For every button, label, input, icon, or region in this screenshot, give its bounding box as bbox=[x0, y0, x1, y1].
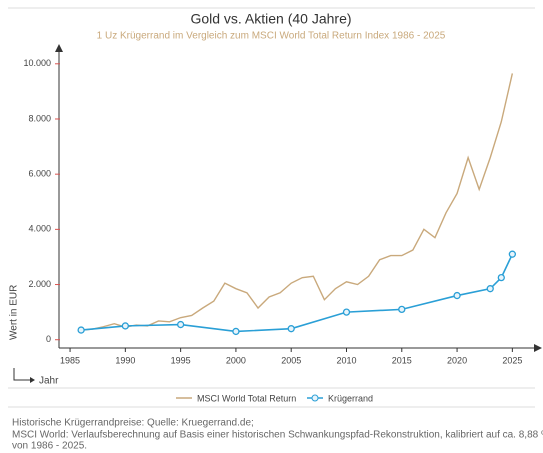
x-tick-label: 2010 bbox=[336, 355, 356, 365]
legend-label: Krügerrand bbox=[328, 393, 373, 403]
x-tick-label: 2015 bbox=[392, 355, 412, 365]
x-tick-label: 2020 bbox=[447, 355, 467, 365]
point bbox=[121, 322, 129, 330]
x-tick-label: 2025 bbox=[502, 355, 522, 365]
footnote: MSCI World: Verlaufsberechnung auf Basis… bbox=[12, 430, 543, 441]
point bbox=[486, 285, 494, 293]
point bbox=[508, 250, 517, 258]
y-tick-label: 6.000 bbox=[28, 169, 51, 179]
chart-subtitle: 1 Uz Krügerrand im Vergleich zum MSCI Wo… bbox=[97, 31, 446, 42]
point bbox=[453, 291, 461, 300]
y-tick-label: 2.000 bbox=[28, 279, 51, 289]
x-axis-arrow bbox=[534, 344, 542, 352]
point bbox=[232, 327, 240, 336]
y-tick-label: 8.000 bbox=[28, 113, 51, 123]
series-line bbox=[81, 73, 514, 331]
point bbox=[77, 326, 85, 334]
y-axis-arrow bbox=[55, 44, 63, 52]
series-line bbox=[81, 253, 514, 333]
legend-label: MSCI World Total Return bbox=[197, 393, 296, 403]
x-axis-label-arrow-head bbox=[30, 377, 35, 383]
point bbox=[497, 273, 505, 282]
y-tick-label: 0 bbox=[46, 334, 51, 344]
point bbox=[176, 320, 185, 329]
x-tick-label: 2000 bbox=[226, 355, 246, 365]
footnote: von 1986 - 2025. bbox=[12, 441, 87, 452]
x-tick-label: 1995 bbox=[171, 355, 191, 365]
chart-title: Gold vs. Aktien (40 Jahre) bbox=[190, 11, 351, 27]
x-tick-label: 1985 bbox=[60, 355, 80, 365]
x-axis-label-arrow bbox=[13, 368, 32, 381]
point bbox=[342, 308, 351, 316]
x-tick-label: 1990 bbox=[115, 355, 135, 365]
footnote: Historische Krügerrandpreise: Quelle: Kr… bbox=[12, 418, 254, 429]
x-axis-label: Jahr bbox=[39, 376, 59, 387]
point bbox=[287, 325, 295, 333]
y-axis-label: Wert in EUR bbox=[9, 285, 20, 340]
y-tick-label: 10.000 bbox=[23, 58, 51, 68]
point bbox=[398, 305, 406, 314]
y-tick-label: 4.000 bbox=[28, 224, 51, 234]
legend-swatch-marker bbox=[311, 394, 319, 402]
x-tick-label: 2005 bbox=[281, 355, 301, 365]
